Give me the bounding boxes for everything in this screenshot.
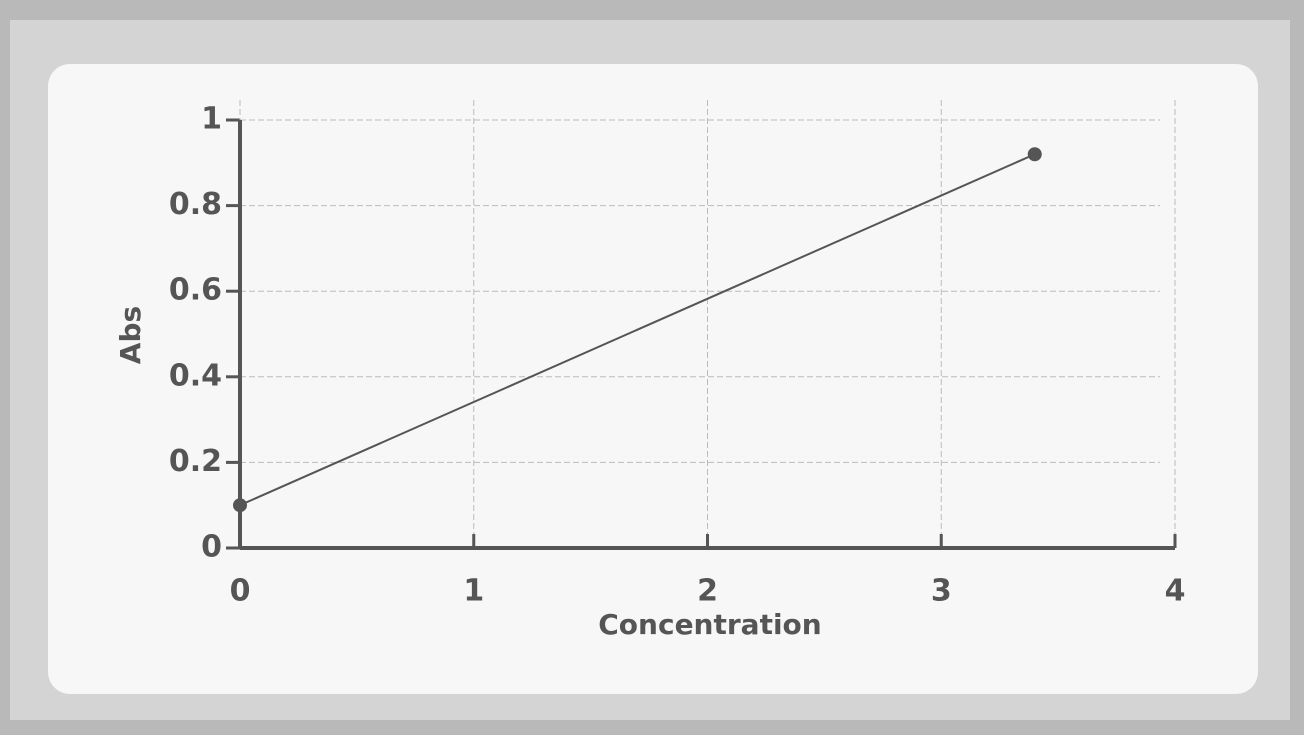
- x-tick-label: 3: [931, 574, 952, 609]
- panel: [48, 64, 1258, 694]
- x-tick-label: 2: [697, 574, 718, 609]
- x-tick-label: 1: [463, 574, 484, 609]
- x-axis-label: Concentration: [598, 608, 821, 641]
- point: [1027, 147, 1042, 162]
- y-tick-label: 0.4: [169, 358, 222, 393]
- line: [239, 153, 1036, 507]
- y-tick-label: 0.2: [169, 444, 222, 479]
- y-tick-label: 0.8: [169, 187, 222, 222]
- y-tick-label: 0.6: [169, 273, 222, 308]
- x-tick-label: 0: [230, 574, 251, 609]
- y-tick-label: 1: [201, 102, 222, 137]
- point: [233, 498, 247, 513]
- y-axis-label: Abs: [114, 306, 147, 364]
- x-tick-label: 4: [1165, 574, 1186, 609]
- y-tick-label: 0: [201, 530, 222, 565]
